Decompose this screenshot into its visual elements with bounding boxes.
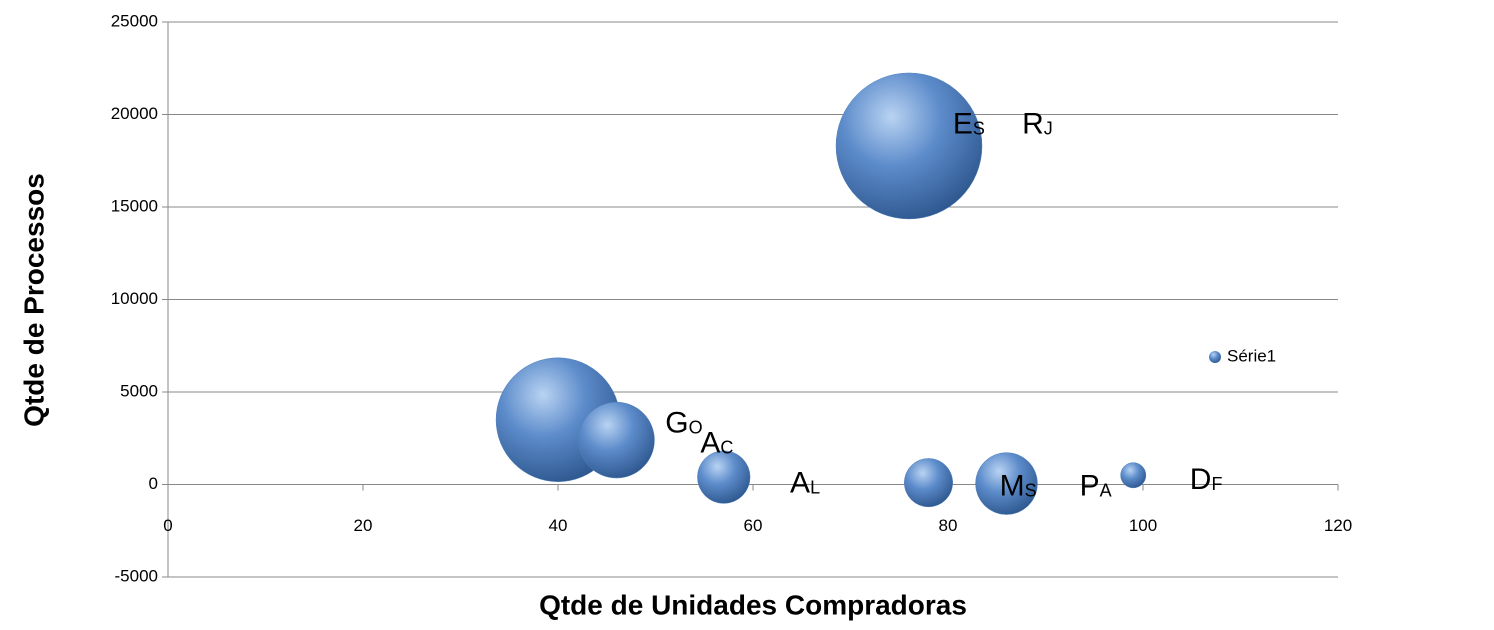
x-tick-label: 100 bbox=[1129, 516, 1157, 535]
annotation: PA bbox=[1080, 469, 1112, 502]
x-axis-title: Qtde de Unidades Compradoras bbox=[539, 589, 967, 620]
y-tick-label: 25000 bbox=[111, 11, 158, 30]
bubble bbox=[578, 401, 655, 479]
y-tick-label: 5000 bbox=[120, 381, 158, 400]
x-tick-label: 60 bbox=[744, 516, 763, 535]
legend-marker bbox=[1209, 351, 1221, 363]
bubble bbox=[697, 450, 751, 504]
annotation: AL bbox=[790, 466, 820, 499]
y-tick-label: 20000 bbox=[111, 104, 158, 123]
legend-label: Série1 bbox=[1227, 346, 1276, 365]
annotation: ES bbox=[953, 108, 985, 141]
x-tick-label: 120 bbox=[1324, 516, 1352, 535]
annotation: DF bbox=[1190, 463, 1223, 496]
annotation: AC bbox=[700, 426, 733, 459]
y-tick-label: 10000 bbox=[111, 289, 158, 308]
y-axis-title: Qtde de Processos bbox=[18, 173, 49, 427]
annotation: GO bbox=[665, 406, 702, 439]
bubble bbox=[975, 452, 1038, 515]
bubble bbox=[1120, 462, 1147, 489]
bubble bbox=[904, 458, 953, 508]
bubble bbox=[835, 72, 983, 220]
y-tick-label: 0 bbox=[149, 474, 158, 493]
y-tick-label: 15000 bbox=[111, 196, 158, 215]
x-tick-label: 40 bbox=[549, 516, 568, 535]
x-tick-label: 20 bbox=[354, 516, 373, 535]
x-tick-label: 80 bbox=[939, 516, 958, 535]
annotation: RJ bbox=[1022, 108, 1053, 141]
y-tick-label: -5000 bbox=[115, 566, 158, 585]
annotation: MS bbox=[1000, 469, 1037, 502]
x-tick-label: 0 bbox=[163, 516, 172, 535]
